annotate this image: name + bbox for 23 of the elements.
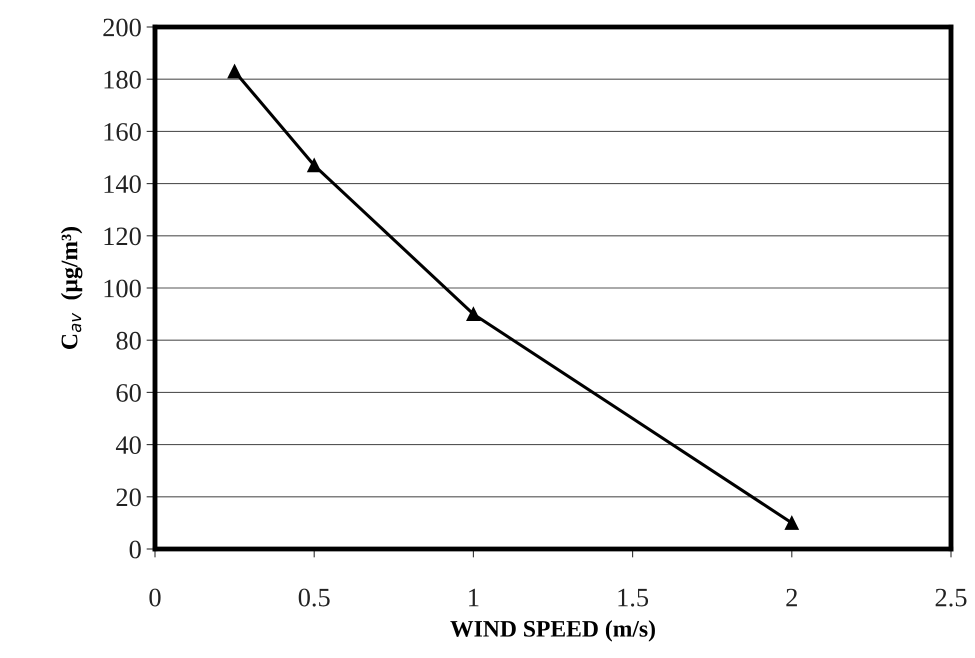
point <box>784 516 799 530</box>
y-tick-label: 100 <box>104 280 141 298</box>
y-tick-label: 60 <box>116 384 141 402</box>
x-tick-label: 0.5 <box>298 588 330 607</box>
point <box>466 307 480 322</box>
x-tick-label: 1 <box>469 588 478 606</box>
x-tick-label: 0 <box>149 588 161 606</box>
y-tick-label: 40 <box>116 436 141 454</box>
x-axis-title: WIND SPEED (m/s) <box>450 620 655 642</box>
y-tick-label: 120 <box>104 227 141 246</box>
y-tick-label: 80 <box>116 332 141 350</box>
y-axis-title: C$_{av}$ (µg/m³) <box>60 227 82 349</box>
x-tick-label: 1.5 <box>618 588 648 607</box>
point <box>307 158 322 172</box>
y-tick-label: 160 <box>104 123 141 141</box>
y-tick-label: 0 <box>130 540 141 558</box>
y-tick-label: 200 <box>103 18 141 36</box>
x-tick-label: 2 <box>786 588 797 606</box>
x-tick-label: 2.5 <box>936 588 966 607</box>
y-tick-label: 180 <box>104 70 141 89</box>
y-tick-label: 140 <box>104 175 141 194</box>
point <box>228 64 242 78</box>
y-tick-label: 20 <box>116 488 141 506</box>
